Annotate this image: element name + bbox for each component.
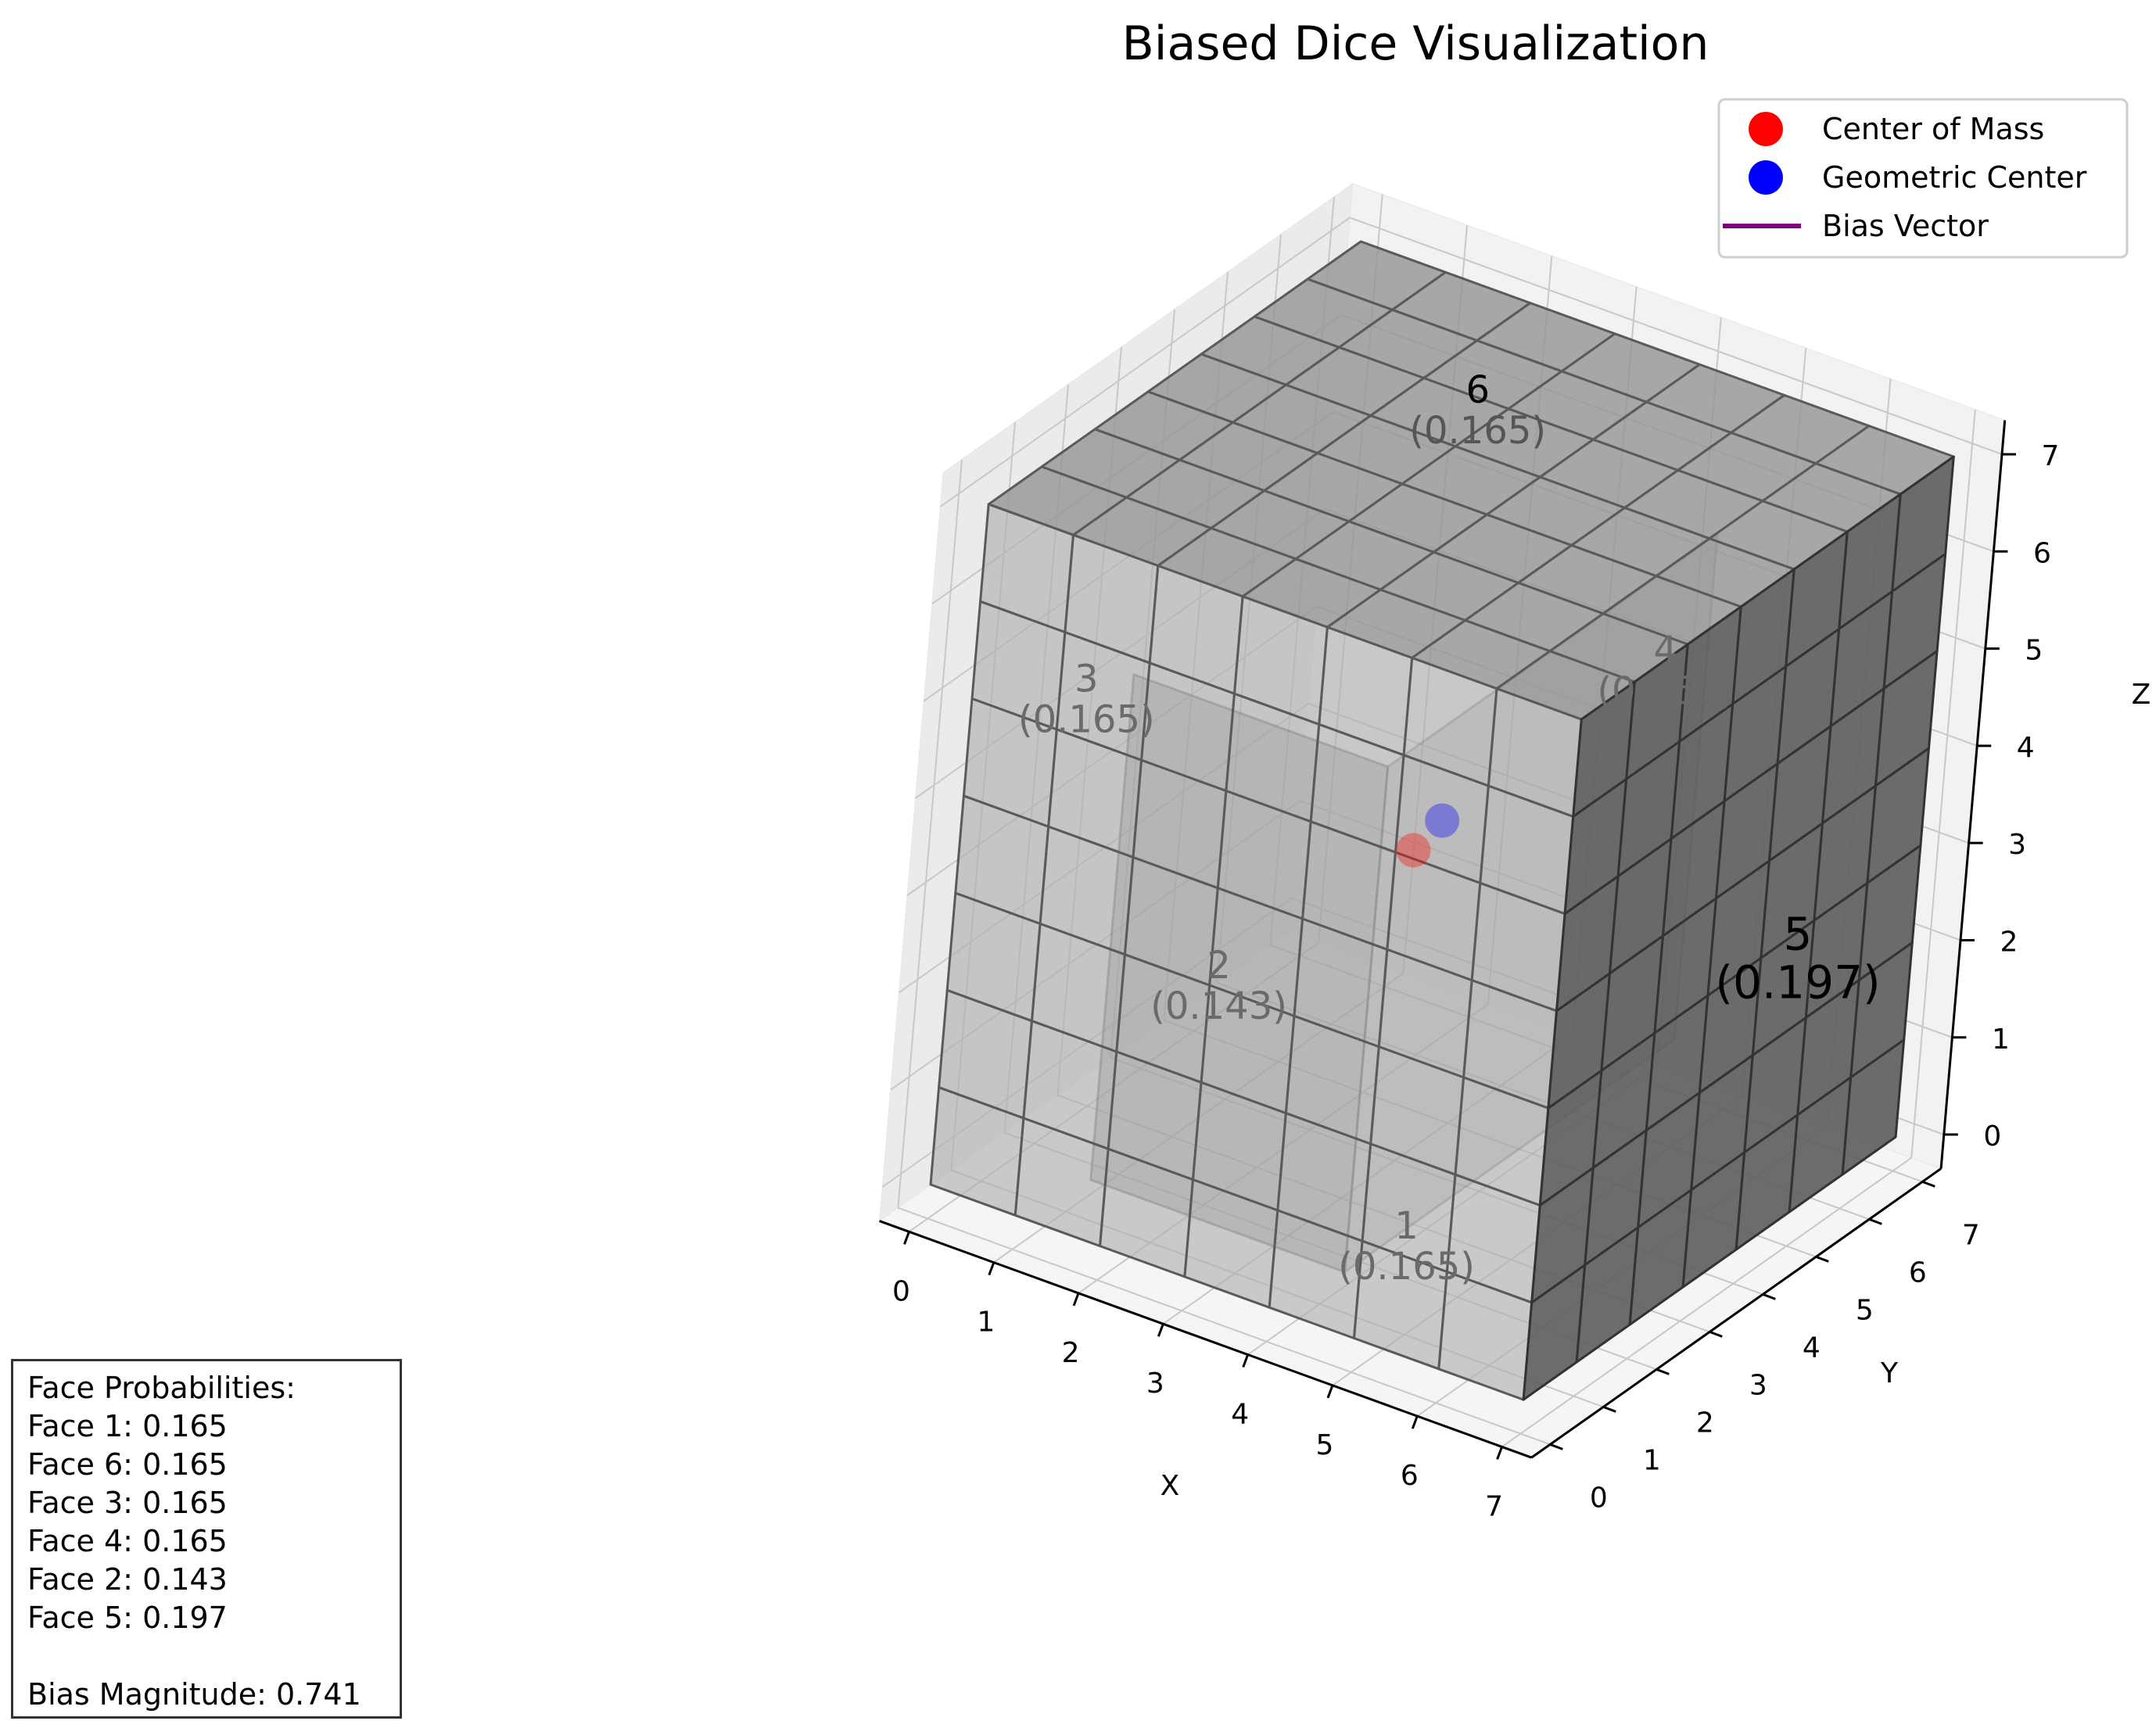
y-axis-line <box>1530 1167 1942 1459</box>
x-tick-label-4: 4 <box>1231 1399 1249 1431</box>
face-label-3: 3 <box>1074 657 1099 701</box>
legend: Center of Mass Geometric Center Bias Vecto… <box>1717 98 2129 259</box>
legend-label-2: Bias Vector <box>1822 209 1989 243</box>
x-tick-7 <box>1496 1446 1503 1460</box>
y-tick-5 <box>1815 1255 1829 1263</box>
y-tick-0 <box>1549 1443 1563 1450</box>
x-tick-label-6: 6 <box>1401 1460 1419 1492</box>
grid-back-x-7 <box>1910 409 1976 1158</box>
y-tick-label-5: 5 <box>1856 1294 1874 1326</box>
x-tick-5 <box>1326 1385 1334 1399</box>
grid-left-z-7 <box>939 217 1351 507</box>
z-axis-label: Z <box>2132 679 2151 711</box>
info-line-1: Face 1: 0.165 <box>27 1409 228 1443</box>
x-tick-4 <box>1242 1353 1250 1368</box>
face-prob-4: (0.165) <box>1597 669 1734 713</box>
legend-label-0: Center of Mass <box>1822 112 2044 146</box>
z-tick-label-1: 1 <box>1992 1024 2010 1056</box>
z-axis-line <box>1939 420 2007 1169</box>
face-prob-5: (0.197) <box>1715 956 1880 1009</box>
face-label-5: 5 <box>1784 908 1813 961</box>
dice-voxels <box>929 240 1955 1401</box>
y-tick-6 <box>1868 1217 1882 1225</box>
center-of-mass-point <box>1396 833 1431 868</box>
x-axis-line <box>879 1220 1533 1459</box>
y-tick-label-1: 1 <box>1643 1444 1661 1476</box>
y-tick-label-0: 0 <box>1590 1482 1608 1514</box>
y-tick-1 <box>1602 1405 1616 1413</box>
x-tick-label-5: 5 <box>1316 1429 1334 1461</box>
x-axis-label: X <box>1161 1470 1180 1502</box>
face-prob-6: (0.165) <box>1409 409 1546 453</box>
info-line-3: Face 3: 0.165 <box>27 1486 228 1520</box>
grid-left-y-0 <box>897 459 963 1208</box>
face-label-4: 4 <box>1653 629 1677 672</box>
x-tick-label-3: 3 <box>1146 1368 1164 1400</box>
x-tick-0 <box>903 1231 910 1245</box>
y-tick-label-4: 4 <box>1803 1332 1821 1364</box>
chart-title: Biased Dice Visualization <box>1122 16 1709 71</box>
z-tick-label-7: 7 <box>2042 440 2060 472</box>
x-tick-3 <box>1157 1323 1164 1337</box>
face-label-1: 1 <box>1394 1204 1419 1248</box>
info-line-4: Face 4: 0.165 <box>27 1524 228 1558</box>
x-tick-1 <box>988 1262 995 1276</box>
bias-magnitude: Bias Magnitude: 0.741 <box>27 1677 361 1712</box>
y-tick-2 <box>1656 1368 1670 1375</box>
face-prob-2: (0.143) <box>1150 984 1287 1028</box>
y-tick-3 <box>1709 1330 1723 1338</box>
info-line-6: Face 5: 0.197 <box>27 1601 228 1635</box>
z-tick-label-0: 0 <box>1983 1120 2001 1153</box>
face-prob-1: (0.165) <box>1338 1245 1475 1289</box>
z-tick-label-3: 3 <box>2008 829 2026 861</box>
legend-marker-1 <box>1749 160 1783 195</box>
y-tick-label-6: 6 <box>1909 1257 1927 1289</box>
legend-frame <box>1717 98 2129 259</box>
face-label-2: 2 <box>1207 944 1231 988</box>
face-labels: 6(0.165)5(0.197)4(0.165)3(0.165)2(0.143)… <box>1018 368 1881 1289</box>
legend-marker-0 <box>1749 112 1783 146</box>
x-tick-label-7: 7 <box>1485 1490 1503 1522</box>
y-tick-label-3: 3 <box>1749 1369 1767 1401</box>
geometric-center-point <box>1425 803 1460 838</box>
y-tick-label-7: 7 <box>1962 1219 1980 1251</box>
info-line-5: Face 2: 0.143 <box>27 1562 228 1597</box>
z-tick-label-6: 6 <box>2033 537 2051 569</box>
face-probabilities-box: Face Probabilities: Face 1: 0.165 Face 6… <box>11 1359 402 1719</box>
z-tick-label-4: 4 <box>2017 732 2035 764</box>
grid-floor-y-0 <box>898 1206 1551 1446</box>
legend-label-1: Geometric Center <box>1822 160 2087 195</box>
grid-back-z-7 <box>1349 217 2003 455</box>
voxel-right-6-6 <box>1891 455 1955 593</box>
grid-floor-x-7 <box>1501 1156 1912 1448</box>
y-tick-7 <box>1921 1180 1935 1188</box>
z-tick-label-2: 2 <box>2000 926 2018 958</box>
x-tick-label-1: 1 <box>977 1307 995 1339</box>
info-spacer <box>27 1637 386 1676</box>
z-tick-label-5: 5 <box>2025 635 2043 667</box>
y-axis-label: Y <box>1880 1357 1899 1389</box>
y-tick-label-2: 2 <box>1696 1407 1714 1439</box>
info-heading: Face Probabilities: <box>27 1371 296 1405</box>
axes-ticks: 0 0 0 1 1 1 2 2 2 3 3 3 4 4 4 5 5 5 6 6 6 7 7 7 X Y Z <box>879 420 2151 1522</box>
x-tick-2 <box>1072 1292 1080 1307</box>
y-tick-4 <box>1762 1292 1776 1300</box>
x-tick-6 <box>1411 1415 1419 1429</box>
face-prob-3: (0.165) <box>1018 697 1155 741</box>
x-tick-label-2: 2 <box>1062 1337 1080 1369</box>
info-line-2: Face 6: 0.165 <box>27 1447 228 1482</box>
face-label-6: 6 <box>1465 368 1490 412</box>
center-points <box>1396 803 1460 868</box>
x-tick-label-0: 0 <box>892 1275 910 1307</box>
